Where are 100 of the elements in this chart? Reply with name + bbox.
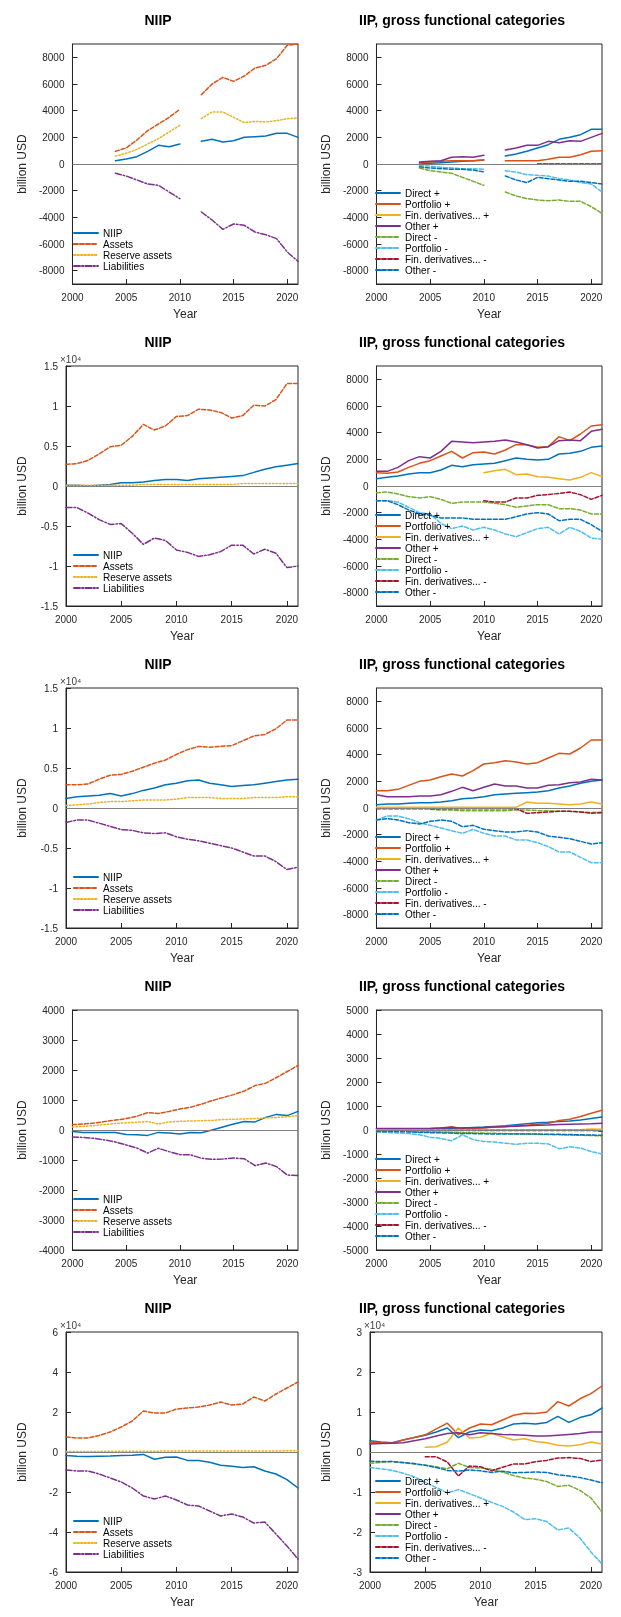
y-tick-label: 2: [356, 1366, 363, 1378]
y-tick-label: -6000: [342, 560, 369, 572]
legend-label: Liabilities: [103, 1548, 145, 1560]
y-tick-label: 3: [356, 1326, 363, 1338]
y-tick-label: -1: [49, 560, 59, 572]
legend-label: Portfolio -: [405, 1208, 448, 1220]
y-tick-label: 0: [58, 158, 65, 170]
y-tick-label: 8000: [346, 695, 369, 707]
x-tick-label: 2020: [580, 291, 603, 303]
x-tick-label: 2005: [110, 1579, 133, 1591]
x-tick-label: 2010: [472, 1257, 496, 1269]
y-tick-label: -8000: [38, 265, 65, 277]
x-tick-label: 2015: [220, 1579, 244, 1591]
y-tick-label: -4000: [342, 1220, 369, 1232]
legend-label: Liabilities: [103, 260, 145, 272]
legend-label: Reserve assets: [103, 1537, 172, 1549]
legend-label: Fin. derivatives... -: [405, 253, 487, 265]
y-tick-label: 2000: [346, 131, 369, 143]
y-tick-label: 1000: [42, 1094, 65, 1106]
x-tick-label: 2010: [165, 613, 189, 625]
chart-title: NIIP: [144, 12, 172, 28]
y-tick-label: 1: [52, 722, 59, 734]
y-tick-label: -8000: [342, 909, 369, 921]
x-tick-label: 2015: [526, 291, 550, 303]
y-tick-label: -4000: [38, 211, 65, 223]
x-tick-label: 2020: [275, 935, 299, 947]
legend-label: Portfolio +: [405, 842, 451, 854]
legend-label: Direct -: [405, 1519, 438, 1531]
y-tick-label: 2000: [346, 775, 369, 787]
y-tick-label: 6000: [346, 722, 369, 734]
y-tick-label: -8000: [342, 587, 369, 599]
x-tick-label: 2010: [165, 935, 189, 947]
y-tick-label: 4000: [346, 1028, 369, 1040]
y-tick-label: -1.5: [40, 600, 59, 612]
x-tick-label: 2005: [419, 613, 442, 625]
x-axis-title: Year: [169, 951, 195, 965]
y-tick-label: -3000: [342, 1196, 369, 1208]
y-tick-label: 2000: [346, 453, 369, 465]
y-tick-label: 1.5: [44, 360, 59, 372]
y-tick-label: -2000: [342, 1172, 369, 1184]
y-tick-label: -1.5: [40, 922, 59, 934]
legend-label: Fin. derivatives... +: [405, 853, 490, 865]
x-tick-label: 2005: [110, 613, 133, 625]
x-axis-title: Year: [477, 307, 502, 321]
y-tick-label: -6000: [38, 238, 65, 250]
text: ×10⁴: [60, 353, 82, 365]
x-tick-label: 2020: [580, 1257, 603, 1269]
y-tick-label: -3: [353, 1566, 363, 1578]
x-axis-title: Year: [173, 307, 198, 321]
chart-title: IIP, gross functional categories: [359, 334, 566, 350]
legend-label: Other -: [405, 1552, 437, 1564]
y-tick-label: 0: [356, 1446, 363, 1458]
y-tick-label: -2: [353, 1526, 363, 1538]
x-tick-label: 2015: [222, 291, 246, 303]
legend-label: Assets: [103, 238, 134, 250]
y-tick-label: -2000: [342, 185, 369, 197]
y-axis-title: billion USD: [319, 455, 333, 516]
x-tick-label: 2020: [276, 291, 299, 303]
x-axis-title: Year: [169, 1595, 195, 1609]
x-tick-label: 2010: [472, 935, 496, 947]
x-tick-label: 2020: [580, 613, 603, 625]
y-tick-label: 6: [52, 1326, 59, 1338]
y-tick-label: 1000: [346, 1100, 369, 1112]
legend-label: Reserve assets: [103, 571, 172, 583]
y-tick-label: 3000: [42, 1034, 65, 1046]
x-tick-label: 2005: [110, 935, 133, 947]
x-tick-label: 2020: [276, 1257, 299, 1269]
legend-label: Portfolio -: [405, 1530, 448, 1542]
legend-label: Direct +: [405, 831, 440, 843]
legend-label: Portfolio +: [405, 520, 451, 532]
legend-label: Direct -: [405, 875, 438, 887]
y-tick-label: 6000: [346, 400, 369, 412]
x-tick-label: 2020: [275, 613, 299, 625]
y-tick-label: 4000: [346, 427, 369, 439]
chart-title: IIP, gross functional categories: [359, 978, 566, 994]
y-tick-label: 0.5: [44, 440, 59, 452]
x-tick-label: 2005: [115, 291, 138, 303]
y-tick-label: 0: [58, 1124, 65, 1136]
y-tick-label: 2000: [42, 131, 65, 143]
legend-label: Liabilities: [103, 904, 145, 916]
y-axis-title: billion USD: [15, 1099, 29, 1160]
y-tick-label: -1000: [342, 1148, 369, 1160]
legend-label: Portfolio -: [405, 886, 448, 898]
x-tick-label: 2005: [419, 291, 442, 303]
x-axis-title: Year: [173, 1273, 198, 1287]
legend-label: Direct +: [405, 187, 440, 199]
text: ×10⁴: [364, 1319, 386, 1331]
legend-label: Fin. derivatives... -: [405, 897, 487, 909]
y-tick-label: 8000: [346, 51, 369, 63]
legend-label: Portfolio -: [405, 564, 448, 576]
legend-label: NIIP: [103, 1193, 123, 1205]
x-axis-title: Year: [477, 951, 502, 965]
chart-title: NIIP: [144, 978, 172, 994]
x-tick-label: 2015: [524, 1579, 548, 1591]
legend-label: Fin. derivatives... +: [405, 1175, 490, 1187]
legend-label: Assets: [103, 882, 134, 894]
legend-label: Assets: [103, 1204, 134, 1216]
x-tick-label: 2005: [414, 1579, 437, 1591]
y-axis-title: billion USD: [15, 1421, 29, 1482]
text: ×10⁴: [60, 675, 82, 687]
